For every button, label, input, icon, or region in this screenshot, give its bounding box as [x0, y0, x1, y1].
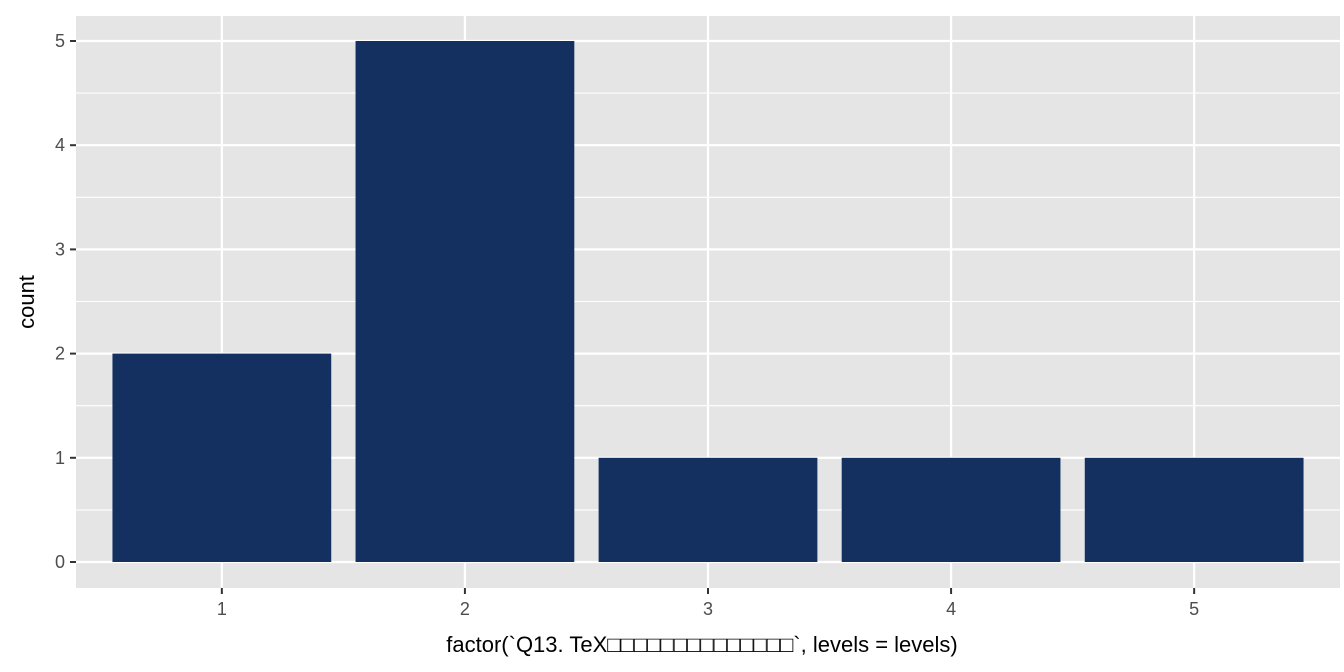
bar-4 — [841, 457, 1061, 562]
y-tick-label: 3 — [55, 239, 65, 259]
y-axis-title: count — [14, 275, 39, 329]
bar-2 — [355, 41, 575, 562]
bar-3 — [598, 457, 818, 562]
y-axis-ticks: 0 1 2 3 4 5 — [55, 31, 76, 572]
y-tick-label: 4 — [55, 135, 65, 155]
y-tick-label: 1 — [55, 448, 65, 468]
x-axis-title: factor(`Q13. TeX□□□□□□□□□□□□□□`, levels … — [446, 632, 957, 657]
x-tick-label: 2 — [460, 599, 470, 619]
y-tick-label: 2 — [55, 344, 65, 364]
x-tick-label: 4 — [946, 599, 956, 619]
x-tick-label: 1 — [217, 599, 227, 619]
y-tick-label: 0 — [55, 552, 65, 572]
bar-5 — [1084, 457, 1304, 562]
x-tick-label: 3 — [703, 599, 713, 619]
x-axis-ticks: 1 2 3 4 5 — [217, 588, 1199, 619]
y-tick-label: 5 — [55, 31, 65, 51]
bar-1 — [112, 353, 332, 562]
x-tick-label: 5 — [1189, 599, 1199, 619]
bars — [112, 41, 1304, 562]
